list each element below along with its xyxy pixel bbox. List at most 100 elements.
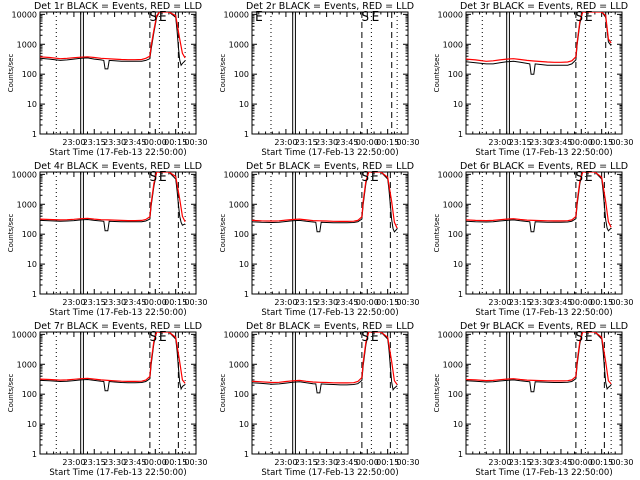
x-tick-label: 23:00 bbox=[62, 138, 85, 147]
y-axis-label: Counts/sec bbox=[7, 54, 15, 93]
y-tick-label: 1 bbox=[244, 450, 249, 459]
marker-S: S bbox=[361, 330, 369, 345]
marker-E: E bbox=[159, 10, 167, 25]
x-tick-label: 00:00 bbox=[356, 458, 379, 467]
panel-title: Det 3r BLACK = Events, RED = LLD bbox=[460, 1, 628, 12]
plot-frame bbox=[39, 171, 197, 295]
y-tick-label: 10000 bbox=[438, 170, 463, 179]
y-tick-label: 1000 bbox=[17, 360, 37, 369]
x-tick-label: 00:30 bbox=[184, 298, 207, 307]
x-tick-label: 23:45 bbox=[123, 298, 146, 307]
marker-E: E bbox=[159, 170, 167, 185]
x-tick-label: 23:45 bbox=[335, 458, 358, 467]
y-tick-label: 1 bbox=[244, 290, 249, 299]
x-tick-label: 23:00 bbox=[62, 458, 85, 467]
y-tick-label: 100 bbox=[234, 70, 249, 79]
x-tick-label: 23:15 bbox=[295, 298, 318, 307]
lld-series-line bbox=[40, 332, 186, 384]
lld-series-line bbox=[466, 172, 612, 228]
x-axis-label: Start Time (17-Feb-13 22:50:00) bbox=[261, 308, 398, 318]
plot-area bbox=[270, 12, 398, 134]
y-tick-label: 1 bbox=[32, 290, 37, 299]
marker-S: S bbox=[149, 330, 157, 345]
y-tick-label: 100 bbox=[22, 70, 37, 79]
y-tick-label: 1000 bbox=[17, 200, 37, 209]
y-tick-label: 10000 bbox=[438, 330, 463, 339]
plot-area bbox=[466, 332, 612, 454]
plot-frame bbox=[39, 11, 197, 135]
y-tick-label: 10 bbox=[453, 420, 463, 429]
x-tick-label: 23:30 bbox=[315, 298, 338, 307]
plot-area bbox=[40, 332, 186, 454]
x-tick-label: 23:45 bbox=[549, 138, 572, 147]
y-tick-label: 1 bbox=[32, 130, 37, 139]
panel-title: Det 6r BLACK = Events, RED = LLD bbox=[460, 161, 628, 172]
plot-frame bbox=[465, 331, 623, 455]
y-tick-label: 1 bbox=[244, 130, 249, 139]
x-tick-label: 00:15 bbox=[164, 138, 187, 147]
y-tick-label: 10 bbox=[27, 100, 37, 109]
x-tick-label: 23:45 bbox=[335, 138, 358, 147]
y-tick-label: 1000 bbox=[229, 40, 249, 49]
x-axis-label: Start Time (17-Feb-13 22:50:00) bbox=[49, 148, 186, 158]
x-tick-label: 00:30 bbox=[396, 298, 419, 307]
panel-title: Det 1r BLACK = Events, RED = LLD bbox=[34, 1, 202, 12]
panel-8: Det 8r BLACK = Events, RED = LLD 1 10 100 10… bbox=[219, 321, 420, 478]
plot-frame bbox=[251, 171, 409, 295]
x-tick-label: 23:45 bbox=[123, 458, 146, 467]
y-tick-label: 1 bbox=[458, 450, 463, 459]
x-tick-label: 23:45 bbox=[123, 138, 146, 147]
x-axis-label: Start Time (17-Feb-13 22:50:00) bbox=[49, 308, 186, 318]
events-series-line bbox=[40, 12, 186, 70]
y-axis-label: Counts/sec bbox=[219, 374, 227, 413]
x-tick-label: 23:45 bbox=[549, 458, 572, 467]
plot-area bbox=[40, 172, 186, 294]
plot-area bbox=[40, 12, 186, 134]
x-tick-label: 23:00 bbox=[274, 138, 297, 147]
y-tick-label: 100 bbox=[234, 230, 249, 239]
y-axis-label: Counts/sec bbox=[433, 54, 441, 93]
plot-frame bbox=[465, 11, 623, 135]
lld-series-line bbox=[252, 172, 398, 229]
marker-S: S bbox=[361, 10, 369, 25]
y-tick-label: 10000 bbox=[224, 170, 249, 179]
x-tick-label: 23:15 bbox=[83, 138, 106, 147]
plot-area bbox=[252, 172, 398, 294]
y-tick-label: 10000 bbox=[438, 10, 463, 19]
x-tick-label: 00:00 bbox=[356, 138, 379, 147]
y-tick-label: 10000 bbox=[12, 330, 37, 339]
plot-area bbox=[252, 332, 398, 454]
y-axis-label: Counts/sec bbox=[219, 214, 227, 253]
marker-S: S bbox=[575, 10, 583, 25]
panel-7: Det 7r BLACK = Events, RED = LLD 1 10 100 10… bbox=[7, 321, 208, 478]
x-tick-label: 00:30 bbox=[610, 138, 633, 147]
x-axis-label: Start Time (17-Feb-13 22:50:00) bbox=[475, 308, 612, 318]
panel-title: Det 9r BLACK = Events, RED = LLD bbox=[460, 321, 628, 332]
marker-E: E bbox=[585, 330, 593, 345]
x-tick-label: 23:00 bbox=[274, 458, 297, 467]
x-tick-label: 23:15 bbox=[509, 298, 532, 307]
y-tick-label: 1 bbox=[458, 290, 463, 299]
x-tick-label: 23:00 bbox=[488, 138, 511, 147]
x-tick-label: 23:30 bbox=[315, 458, 338, 467]
x-tick-label: 23:00 bbox=[62, 298, 85, 307]
x-tick-label: 00:15 bbox=[164, 298, 187, 307]
x-tick-label: 23:15 bbox=[509, 138, 532, 147]
x-tick-label: 00:30 bbox=[610, 458, 633, 467]
x-tick-label: 23:45 bbox=[549, 298, 572, 307]
x-tick-label: 00:30 bbox=[396, 138, 419, 147]
lld-series-line bbox=[40, 12, 186, 61]
x-tick-label: 00:00 bbox=[570, 138, 593, 147]
y-tick-label: 100 bbox=[448, 70, 463, 79]
y-tick-label: 100 bbox=[234, 390, 249, 399]
x-tick-label: 23:15 bbox=[83, 298, 106, 307]
y-tick-label: 10 bbox=[239, 420, 249, 429]
x-tick-label: 00:15 bbox=[376, 458, 399, 467]
x-tick-label: 00:15 bbox=[376, 138, 399, 147]
x-axis-label: Start Time (17-Feb-13 22:50:00) bbox=[49, 468, 186, 478]
x-tick-label: 23:30 bbox=[529, 298, 552, 307]
y-tick-label: 10 bbox=[453, 100, 463, 109]
x-tick-label: 23:00 bbox=[488, 458, 511, 467]
y-tick-label: 1 bbox=[32, 450, 37, 459]
